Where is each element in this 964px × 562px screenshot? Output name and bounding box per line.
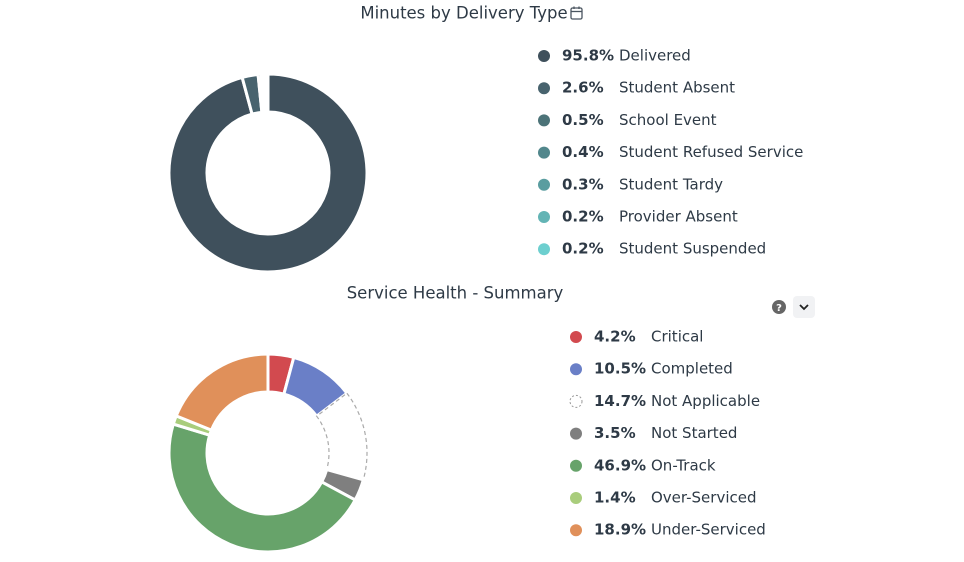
legend-marker[interactable] — [570, 363, 582, 376]
legend-marker[interactable] — [538, 211, 550, 223]
legend-label: Delivered — [619, 47, 691, 65]
legend-marker[interactable] — [538, 146, 550, 159]
svg-text:?: ? — [776, 303, 782, 314]
legend-value: 0.2% — [562, 208, 604, 226]
legend-value: 10.5% — [594, 360, 646, 378]
legend-label: Student Tardy — [619, 175, 723, 193]
legend-marker[interactable] — [538, 178, 550, 191]
legend-label: Student Absent — [619, 79, 735, 97]
legend-label: On-Track — [651, 456, 716, 474]
legend-value: 1.4% — [594, 489, 636, 507]
legend-label: Not Started — [651, 424, 737, 442]
legend-value: 46.9% — [594, 456, 646, 474]
legend-label: Over-Serviced — [651, 489, 757, 507]
legend-value: 0.4% — [562, 143, 604, 161]
legend-value: 0.5% — [562, 111, 604, 129]
legend-value: 2.6% — [562, 79, 604, 97]
chart-title: Minutes by Delivery Type — [360, 4, 567, 23]
legend-label: School Event — [619, 111, 717, 129]
legend-marker[interactable] — [570, 524, 582, 537]
legend-value: 14.7% — [594, 392, 646, 410]
legend-label: Provider Absent — [619, 208, 738, 226]
legend-marker[interactable] — [570, 492, 582, 504]
dropdown-button[interactable] — [793, 296, 815, 318]
donut-segment — [265, 72, 270, 114]
calendar-icon[interactable] — [570, 6, 583, 20]
legend-marker[interactable] — [569, 394, 583, 408]
legend-marker[interactable] — [538, 243, 550, 256]
help-icon[interactable]: ? — [772, 300, 786, 314]
legend-value: 18.9% — [594, 521, 646, 539]
donut-segment — [174, 352, 270, 433]
donut-segment — [167, 422, 358, 554]
legend-label: Completed — [651, 360, 733, 378]
chart-title: Service Health - Summary — [347, 284, 564, 303]
donut-segment — [167, 72, 369, 274]
legend-label: Student Refused Service — [619, 143, 803, 161]
legend-label: Critical — [651, 328, 703, 346]
legend-label: Under-Serviced — [651, 521, 766, 539]
legend-value: 4.2% — [594, 328, 636, 346]
legend-value: 0.2% — [562, 240, 604, 258]
legend-value: 0.3% — [562, 175, 604, 193]
legend-marker[interactable] — [538, 114, 550, 127]
legend-label: Not Applicable — [651, 392, 760, 410]
legend-label: Student Suspended — [619, 240, 766, 258]
legend-value: 3.5% — [594, 424, 636, 442]
legend-marker[interactable] — [538, 82, 550, 95]
legend-marker[interactable] — [538, 50, 550, 62]
legend-marker[interactable] — [570, 331, 582, 343]
legend-marker[interactable] — [570, 427, 582, 440]
legend-marker[interactable] — [570, 459, 582, 472]
legend-value: 95.8% — [562, 47, 614, 65]
